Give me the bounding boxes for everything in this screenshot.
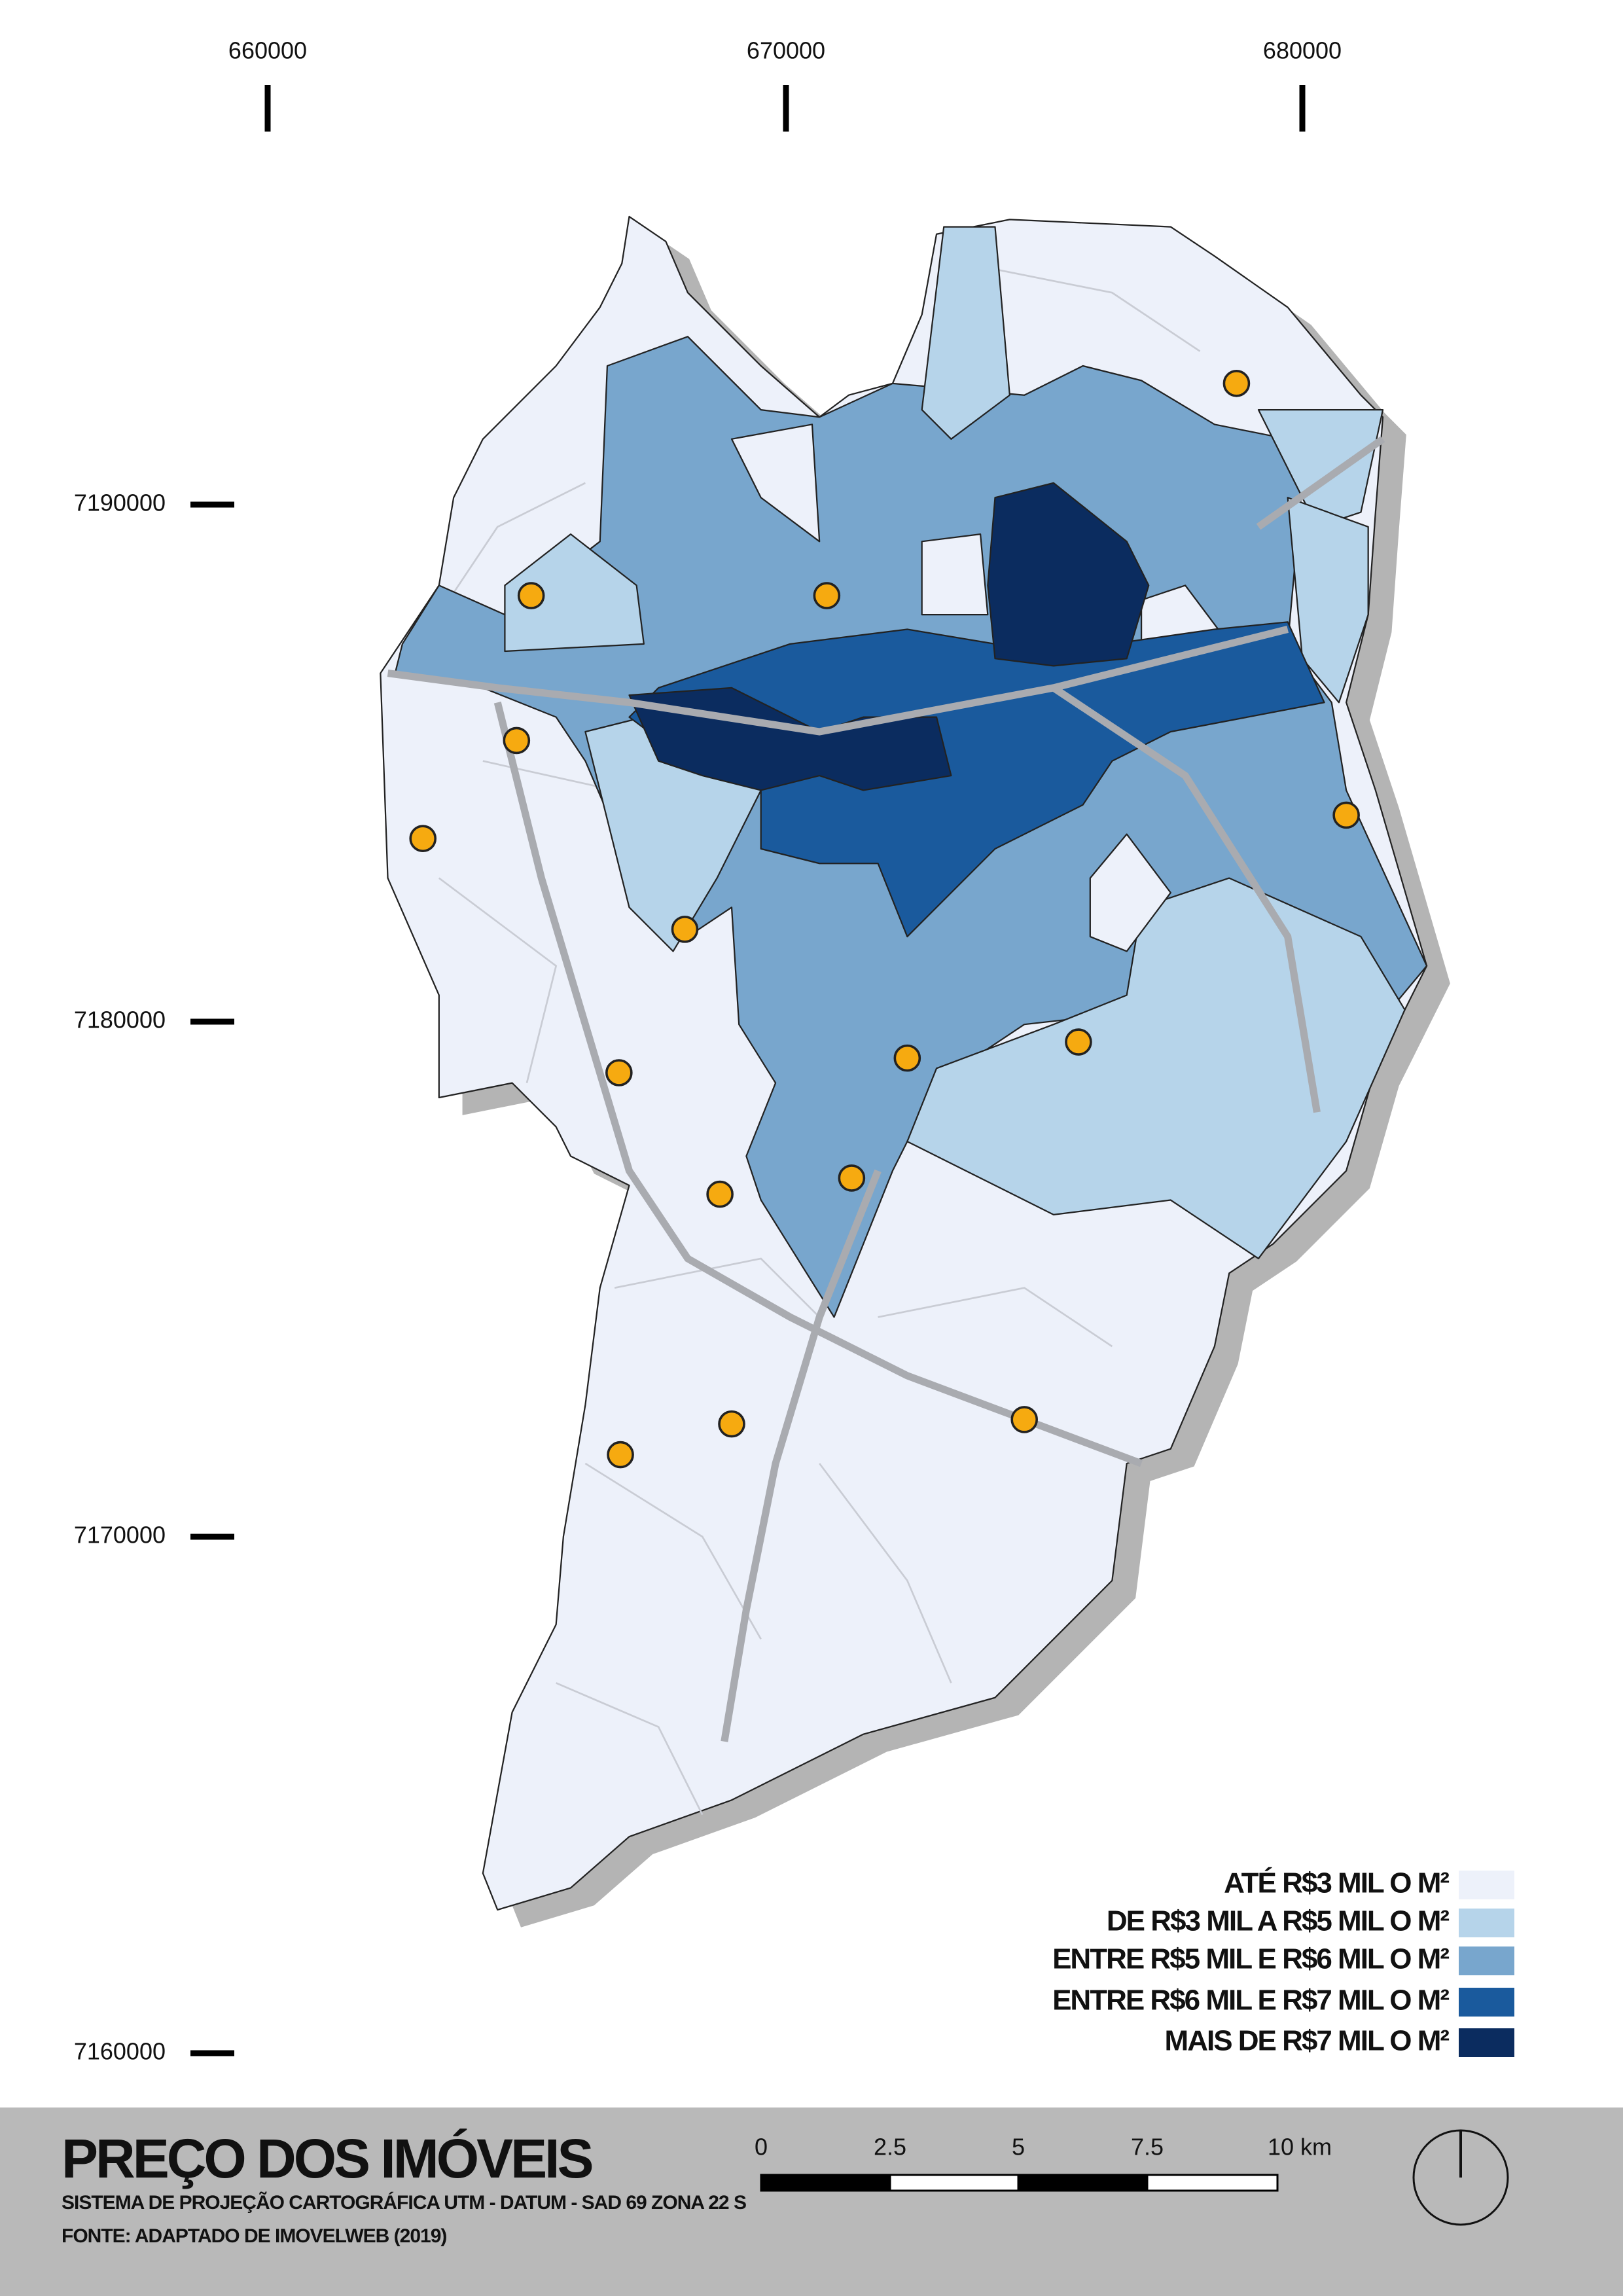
legend-label: MAIS DE R$7 MIL O M² <box>1165 2025 1450 2057</box>
x-coordinate-label: 680000 <box>1263 37 1342 64</box>
point-marker <box>605 1059 633 1086</box>
legend-swatch <box>1459 1871 1514 1899</box>
scale-label: 10 km <box>1268 2134 1332 2161</box>
legend-label: DE R$3 MIL A R$5 MIL O M² <box>1107 1905 1449 1937</box>
footer-band <box>0 2108 1623 2296</box>
district <box>987 482 1150 667</box>
point-marker <box>607 1441 634 1469</box>
legend-label: ENTRE R$5 MIL E R$6 MIL O M² <box>1052 1943 1449 1975</box>
point-marker <box>1222 370 1251 397</box>
y-coordinate-label: 7160000 <box>74 2038 166 2065</box>
district <box>1089 833 1171 952</box>
point-marker <box>517 582 545 609</box>
point-marker <box>893 1044 921 1072</box>
district <box>906 877 1406 1260</box>
y-coordinate-label: 7180000 <box>74 1007 166 1033</box>
roads <box>387 436 1385 1742</box>
scale-segment <box>760 2174 891 2192</box>
point-marker <box>718 1410 745 1438</box>
point-marker <box>838 1164 866 1192</box>
city-map <box>380 215 1450 1928</box>
district <box>921 226 1010 440</box>
scale-label: 2.5 <box>874 2134 906 2161</box>
scale-segment <box>1017 2174 1149 2192</box>
legend-swatch <box>1459 1988 1514 2017</box>
legend-label: ENTRE R$6 MIL E R$7 MIL O M² <box>1052 1984 1449 2017</box>
points <box>409 370 1360 1469</box>
district <box>730 423 821 543</box>
map-source: FONTE: ADAPTADO DE IMOVELWEB (2019) <box>62 2225 446 2247</box>
point-marker <box>1065 1028 1092 1056</box>
scale-label: 7.5 <box>1131 2134 1164 2161</box>
map-title: PREÇO DOS IMÓVEIS <box>62 2128 592 2189</box>
legend-swatch <box>1459 1909 1514 1937</box>
district <box>921 533 989 616</box>
legend-label: ATÉ R$3 MIL O M² <box>1224 1867 1449 1899</box>
x-coordinate-label: 670000 <box>747 37 825 64</box>
point-marker <box>813 582 841 609</box>
scale-segment <box>1146 2174 1279 2192</box>
district <box>504 533 645 653</box>
point-marker <box>1332 801 1360 829</box>
y-coordinate-label: 7190000 <box>74 490 166 516</box>
legend-swatch <box>1459 1946 1514 1975</box>
district <box>1257 408 1384 528</box>
scale-label: 0 <box>755 2134 768 2161</box>
point-marker <box>671 916 699 943</box>
y-coordinate-label: 7170000 <box>74 1522 166 1549</box>
point-marker <box>503 726 531 755</box>
point-marker <box>409 825 437 853</box>
map-subtitle: SISTEMA DE PROJEÇÃO CARTOGRÁFICA UTM - D… <box>62 2191 746 2214</box>
legend-swatch <box>1459 2028 1514 2057</box>
point-marker <box>1010 1406 1038 1433</box>
district <box>1287 497 1369 704</box>
scale-label: 5 <box>1012 2134 1025 2161</box>
x-coordinate-label: 660000 <box>228 37 307 64</box>
point-marker <box>706 1180 734 1208</box>
north-arrow <box>1412 2129 1509 2226</box>
scale-segment <box>889 2174 1020 2192</box>
